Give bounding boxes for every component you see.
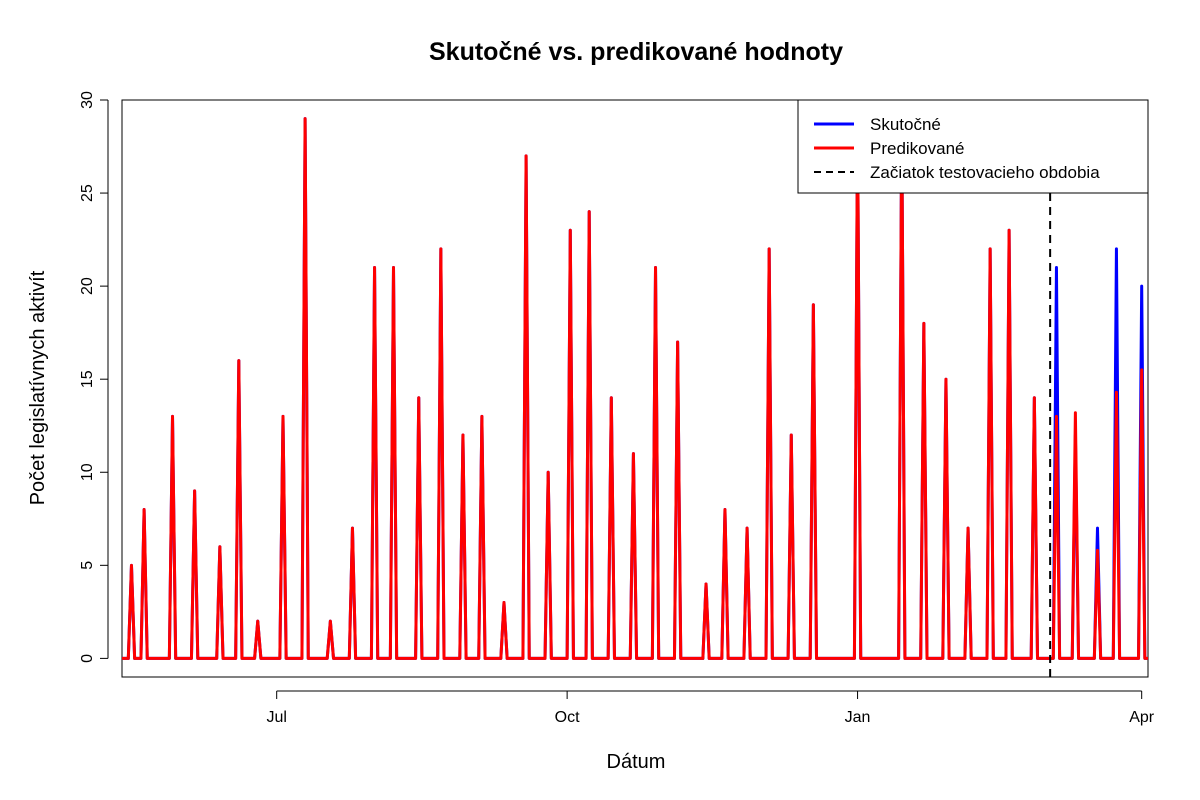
y-axis: 0 5 10 15 20 25 30	[79, 91, 109, 663]
y-tick-label: 15	[79, 370, 96, 388]
legend: Skutočné Predikované Začiatok testovacie…	[797, 99, 1149, 194]
legend-label-predicted: Predikované	[870, 139, 965, 158]
y-tick-label: 10	[79, 463, 96, 481]
series-line-predicted	[122, 117, 1148, 660]
legend-box	[797, 99, 1149, 194]
chart-title: Skutočné vs. predikované hodnoty	[429, 38, 843, 66]
y-tick-label: 20	[79, 277, 96, 295]
y-tick-label: 30	[79, 91, 96, 109]
x-axis-label: Dátum	[607, 751, 666, 773]
x-axis: Jul Oct Jan Apr	[266, 690, 1155, 726]
x-tick-label: Jul	[266, 709, 286, 726]
y-tick-label: 25	[79, 184, 96, 202]
y-tick-label: 0	[79, 654, 96, 663]
x-tick-label: Oct	[555, 709, 580, 726]
plot-frame	[121, 99, 1149, 678]
x-tick-label: Apr	[1129, 709, 1155, 726]
legend-label-actual: Skutočné	[870, 115, 941, 134]
legend-label-test-start: Začiatok testovacieho obdobia	[870, 163, 1100, 182]
x-tick-label: Jan	[845, 709, 871, 726]
series-layer	[122, 117, 1148, 660]
y-tick-label: 5	[79, 561, 96, 570]
y-axis-label: Počet legislatívnych aktivít	[27, 270, 49, 505]
